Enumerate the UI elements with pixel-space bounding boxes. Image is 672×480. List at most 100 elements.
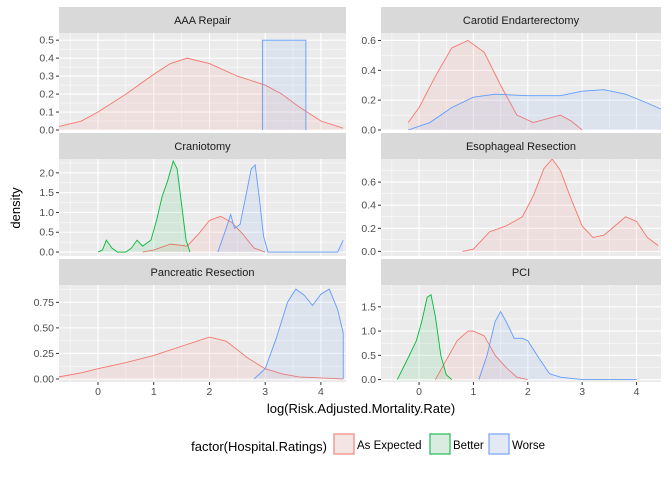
density-area-better [397,294,452,380]
density-line-as-expected [407,39,583,130]
strip-background [381,133,661,159]
y-tick-label: 0.00 [34,373,55,385]
density-area-as-expected [59,337,344,379]
density-area-as-expected [435,331,528,380]
panel-pancreatic-resection: Pancreatic Resection 0.00 0.25 0.50 0.75 [34,259,346,385]
density-areas [59,39,344,130]
legend-label-worse: Worse [512,440,545,452]
strip-background [381,259,661,285]
density-areas [396,293,637,381]
y-tick-label: 0.0 [361,374,376,386]
density-area-worse [262,40,306,130]
x-tick-label: 2 [525,386,531,398]
gridlines [381,159,661,256]
density-area-worse [254,289,344,379]
y-tick-label: 0.0 [361,125,376,137]
y-tick-label: 0.75 [34,297,55,309]
density-line-better [396,293,452,380]
density-line-as-expected [462,159,659,252]
strip-title: Carotid Endarterectomy [463,15,580,27]
gridlines [381,285,661,382]
density-areas [407,39,661,130]
panel-carotid-endarterectomy: Carotid Endarterectomy 0.0 0.2 0.4 0.6 [361,7,661,137]
y-tick-label: 0.6 [361,177,376,189]
y-tick-label: 1.0 [361,326,376,338]
gridlines [381,33,661,131]
y-tick-label: 0.3 [39,71,54,83]
strip-background [381,7,661,33]
legend-title: factor(Hospital.Ratings) [191,439,327,454]
density-areas [462,159,659,252]
x-tick-label: 1 [151,386,157,398]
y-tick-label: 0.5 [361,350,376,362]
legend-key-background [333,433,355,455]
x-axis: 0 1 2 3 4 0 1 2 3 4 [95,382,640,398]
panel-background [381,33,661,130]
y-tick-label: 0.0 [361,246,376,258]
density-line-as-expected [434,330,528,381]
panel-esophageal-resection: Esophageal Resection 0.0 0.2 0.4 0.6 [361,133,661,258]
strip-title: Esophageal Resection [466,141,576,153]
panel-aaa-repair: AAA Repair 0.0 0.1 0.2 0.3 0.4 0.5 [39,7,346,137]
x-tick-label: 4 [318,386,324,398]
x-tick-label: 1 [471,386,477,398]
density-area-as-expected [59,58,344,130]
strip-background [59,133,346,159]
y-tick-label: 0.5 [39,227,54,239]
strip-title: AAA Repair [174,15,231,27]
legend-label-better: Better [453,440,484,452]
density-area-worse [408,89,661,130]
strip-title: PCI [512,267,530,279]
gridlines [59,285,346,382]
density-line-worse [408,89,661,130]
x-tick-label: 2 [207,386,213,398]
legend-key-as-expected [333,433,355,455]
density-areas [97,159,344,253]
panel-craniotomy: Craniotomy 0.0 0.5 1.0 1.5 2.0 [39,133,346,259]
panel-pci: PCI 0.0 0.5 1.0 1.5 [361,259,661,386]
y-tick-label: 0.4 [361,65,376,77]
y-tick-label: 0.2 [39,89,54,101]
density-line-better [97,159,191,253]
x-axis-title: log(Risk.Adjusted.Mortality.Rate) [267,401,455,416]
y-tick-label: 1.5 [39,187,54,199]
legend-label-as-expected: As Expected [357,440,422,452]
x-tick-label: 0 [416,386,422,398]
legend-key-background [429,433,451,455]
density-line-worse [253,288,344,380]
density-area-worse [217,164,344,253]
y-tick-label: 0.1 [39,107,54,119]
y-tick-label: 0.2 [361,223,376,235]
panel-background [59,159,346,256]
y-axis-title: density [8,187,23,229]
panel-background [59,285,346,382]
strip-background [59,7,346,33]
y-tick-label: 0.0 [39,247,54,259]
legend-key-worse [488,433,510,455]
density-line-as-expected [59,57,344,129]
density-line-worse [217,163,344,253]
density-line-worse [261,39,307,130]
strip-title: Pancreatic Resection [151,267,255,279]
y-tick-label: 0.0 [39,125,54,137]
density-area-worse [478,311,637,380]
y-tick-label: 1.5 [361,301,376,313]
legend: factor(Hospital.Ratings) As Expected Bett… [191,433,545,455]
x-tick-label: 3 [579,386,585,398]
y-tick-label: 2.0 [39,167,54,179]
facet-panels: AAA Repair 0.0 0.1 0.2 0.3 0.4 0.5 Carotid Enda… [34,7,661,386]
strip-title: Craniotomy [174,141,231,153]
density-areas [59,288,344,380]
panel-background [381,285,661,382]
y-tick-label: 1.0 [39,207,54,219]
density-line-as-expected [59,336,344,380]
gridlines [59,33,346,131]
density-line-as-expected [142,215,266,253]
x-tick-label: 4 [634,386,640,398]
legend-key-better [429,433,451,455]
x-tick-label: 0 [95,386,101,398]
x-tick-label: 3 [262,386,268,398]
y-tick-label: 0.25 [34,348,55,360]
y-tick-label: 0.50 [34,322,55,334]
